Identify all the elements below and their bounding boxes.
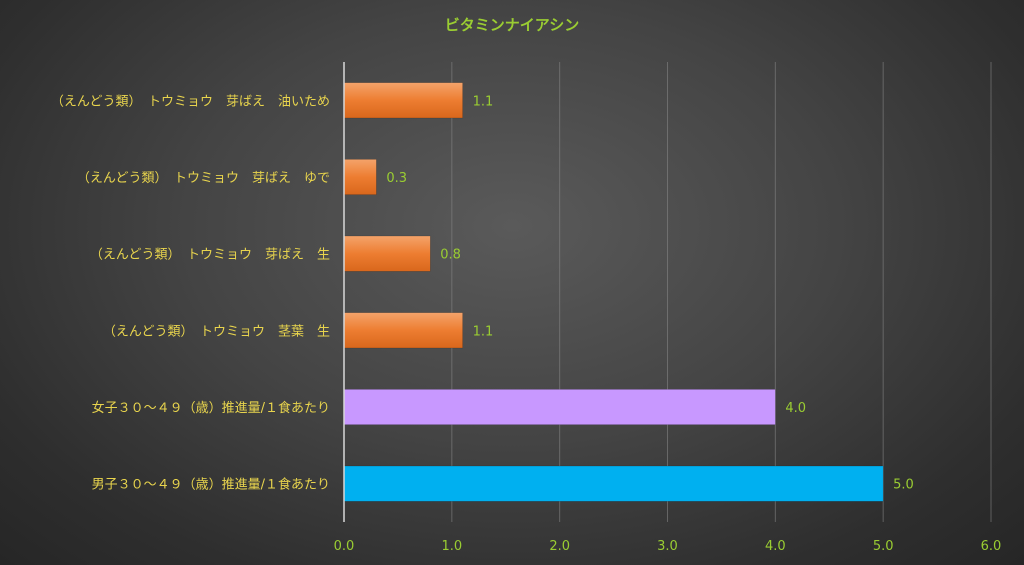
category-label: （えんどう類） トウミョウ 芽ばえ ゆで — [77, 171, 330, 186]
data-label: 5.0 — [893, 478, 914, 493]
data-label: 1.1 — [473, 94, 494, 109]
bar — [343, 389, 776, 425]
data-label: 1.1 — [473, 324, 494, 339]
x-tick-label: 2.0 — [549, 539, 570, 554]
category-labels: （えんどう類） トウミョウ 芽ばえ 油いため （えんどう類） トウミョウ 芽ばえ … — [51, 94, 330, 492]
bars: 1.1 0.3 0.8 1.1 4.0 5.0 — [343, 82, 914, 502]
x-tick-label: 6.0 — [981, 539, 1002, 554]
category-label: 男子３０～４９（歳）推進量/１食あたり — [92, 477, 330, 493]
x-tick-label: 4.0 — [765, 539, 786, 554]
bar — [343, 235, 431, 272]
category-label: （えんどう類） トウミョウ 芽ばえ 生 — [90, 248, 330, 263]
category-label: 女子３０～４９（歳）推進量/１食あたり — [92, 400, 330, 416]
bar — [343, 82, 463, 119]
x-tick-label: 3.0 — [657, 539, 678, 554]
bar — [343, 159, 377, 195]
x-tick-label: 1.0 — [441, 539, 462, 554]
x-tick-labels: 0.0 1.0 2.0 3.0 4.0 5.0 6.0 — [334, 539, 1002, 554]
chart-title: ビタミンナイアシン — [445, 16, 579, 34]
data-label: 0.3 — [386, 171, 407, 186]
bar — [343, 465, 884, 502]
gridlines — [451, 62, 992, 522]
bar — [343, 312, 463, 349]
category-label: （えんどう類） トウミョウ 茎葉 生 — [103, 324, 330, 339]
x-tick-label: 5.0 — [873, 539, 894, 554]
data-label: 4.0 — [785, 401, 806, 416]
category-label: （えんどう類） トウミョウ 芽ばえ 油いため — [51, 94, 330, 109]
x-tick-label: 0.0 — [334, 539, 355, 554]
data-label: 0.8 — [440, 248, 461, 263]
